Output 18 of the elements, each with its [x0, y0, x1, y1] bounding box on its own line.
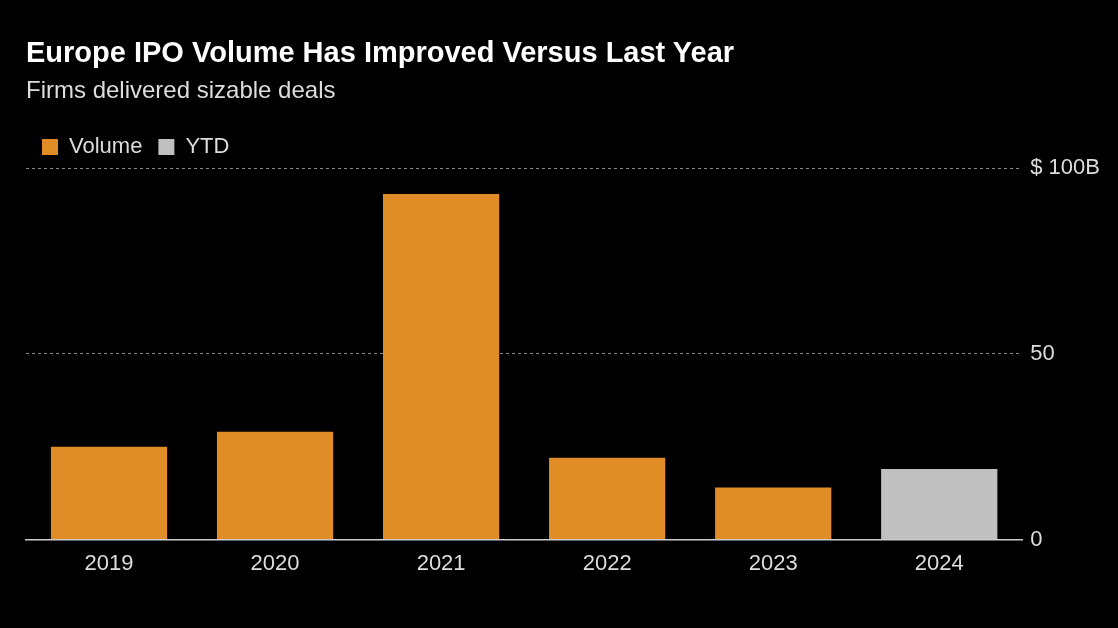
x-tick-label: 2022 [582, 549, 632, 575]
bar [383, 194, 500, 540]
x-tick-label: 2024 [914, 549, 964, 575]
legend-label: Volume [69, 133, 143, 159]
bar [549, 457, 666, 540]
x-tick-label: 2021 [416, 549, 466, 575]
y-tick-label: 50 [1030, 339, 1055, 365]
y-tick-label: $ 100B [1030, 154, 1101, 180]
legend-label: YTD [185, 133, 230, 159]
bar [50, 446, 168, 540]
bar [216, 431, 334, 540]
bar [715, 487, 832, 540]
x-tick-label: 2023 [748, 549, 798, 575]
y-tick-label: 0 [1030, 525, 1043, 551]
chart-title: Europe IPO Volume Has Improved Versus Last Year [26, 36, 735, 69]
chart-subtitle: Firms delivered sizable deals [26, 76, 336, 104]
x-tick-label: 2020 [250, 549, 300, 575]
x-tick-label: 2019 [84, 549, 134, 575]
